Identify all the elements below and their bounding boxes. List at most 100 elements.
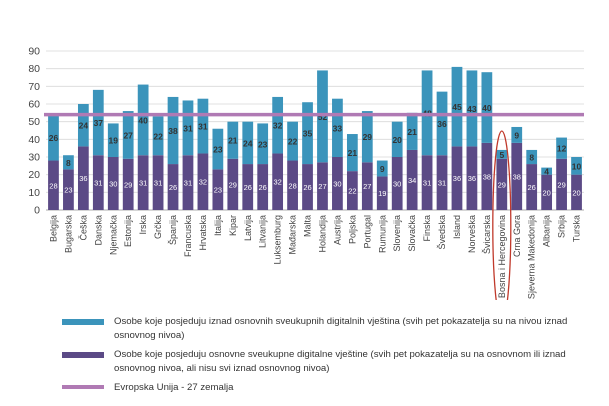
bar-segment-above-basic bbox=[63, 155, 74, 170]
data-label-basic: 20 bbox=[542, 188, 550, 197]
bar-segment-above-basic bbox=[391, 121, 403, 157]
data-label-basic: 29 bbox=[229, 180, 237, 189]
bar-segment-basic bbox=[122, 158, 134, 210]
data-label-above-basic: 45 bbox=[452, 102, 462, 112]
category-label: Austrija bbox=[332, 215, 342, 245]
bar-segment-basic bbox=[137, 155, 149, 210]
data-label-basic: 23 bbox=[64, 186, 72, 195]
y-tick-label: 0 bbox=[34, 205, 40, 217]
category-label: Italija bbox=[213, 215, 223, 236]
bar-segment-basic bbox=[332, 157, 343, 210]
data-label-above-basic: 8 bbox=[66, 158, 71, 168]
data-label-above-basic: 26 bbox=[49, 133, 59, 143]
data-label-above-basic: 31 bbox=[198, 122, 208, 132]
data-label-basic: 19 bbox=[378, 189, 386, 198]
category-label: Portugal bbox=[362, 215, 372, 249]
data-label-basic: 26 bbox=[528, 183, 536, 192]
y-tick-label: 30 bbox=[28, 152, 40, 164]
data-label-basic: 29 bbox=[498, 180, 506, 189]
bar-segment-basic bbox=[317, 162, 328, 210]
data-label-basic: 30 bbox=[393, 180, 401, 189]
category-label: Francuska bbox=[183, 215, 193, 257]
bar-segment-basic bbox=[197, 153, 209, 210]
data-label-basic: 31 bbox=[423, 179, 431, 188]
data-label-basic: 30 bbox=[109, 180, 117, 189]
bar-segment-basic bbox=[152, 155, 164, 210]
bar-segment-basic bbox=[107, 157, 119, 210]
data-label-above-basic: 20 bbox=[392, 135, 402, 145]
category-label: Hrvatska bbox=[198, 215, 208, 251]
bar-segment-above-basic bbox=[212, 128, 224, 170]
data-label-basic: 32 bbox=[199, 178, 207, 187]
category-label: Poljska bbox=[347, 215, 357, 244]
category-label: Irska bbox=[138, 215, 148, 235]
highlight-ellipse bbox=[492, 130, 512, 300]
data-label-basic: 27 bbox=[318, 182, 326, 191]
bar-segment-basic bbox=[421, 155, 433, 210]
data-label-above-basic: 5 bbox=[499, 150, 504, 160]
bar-segment-basic bbox=[48, 160, 59, 210]
bar-segment-above-basic bbox=[361, 111, 373, 163]
data-label-above-basic: 31 bbox=[183, 123, 193, 133]
data-label-above-basic: 52 bbox=[318, 112, 328, 122]
data-label-basic: 28 bbox=[49, 181, 57, 190]
data-label-above-basic: 22 bbox=[288, 137, 298, 147]
bar-segment-basic bbox=[481, 142, 493, 210]
bar-segment-basic bbox=[511, 142, 523, 210]
category-label: Crna Gora bbox=[512, 215, 522, 257]
bar-segment-basic bbox=[227, 158, 239, 210]
category-label: Bosna i Hercegovina bbox=[497, 215, 507, 298]
bar-segment-basic bbox=[496, 158, 508, 210]
bar-segment-above-basic bbox=[92, 89, 104, 156]
data-label-basic: 23 bbox=[214, 186, 222, 195]
bar-segment-basic bbox=[77, 146, 89, 210]
data-label-above-basic: 24 bbox=[243, 138, 253, 148]
legend-label-above-basic: Osobe koje posjeduju iznad osnovnih sveu… bbox=[114, 316, 568, 341]
data-label-above-basic: 21 bbox=[407, 127, 417, 137]
category-label: Bugarska bbox=[63, 215, 73, 253]
category-label: Češka bbox=[78, 215, 88, 241]
data-label-above-basic: 21 bbox=[348, 148, 358, 158]
bar-segment-basic bbox=[526, 164, 538, 210]
data-label-basic: 38 bbox=[513, 172, 521, 181]
bar-segment-basic bbox=[376, 176, 388, 210]
data-label-above-basic: 24 bbox=[79, 121, 89, 131]
data-label-above-basic: 27 bbox=[123, 130, 133, 140]
data-label-basic: 36 bbox=[468, 174, 476, 183]
data-label-above-basic: 38 bbox=[168, 126, 178, 136]
bar-segment-basic bbox=[257, 164, 269, 210]
data-label-basic: 27 bbox=[363, 182, 371, 191]
bar-segment-basic bbox=[182, 155, 194, 210]
data-label-above-basic: 10 bbox=[572, 161, 582, 171]
bar-segment-above-basic bbox=[481, 72, 493, 143]
data-label-above-basic: 40 bbox=[482, 103, 492, 113]
bar-segment-above-basic bbox=[571, 157, 582, 175]
data-label-above-basic: 9 bbox=[514, 130, 519, 140]
category-label: Turska bbox=[572, 215, 582, 242]
data-label-basic: 32 bbox=[273, 178, 281, 187]
category-label: Island bbox=[452, 215, 462, 239]
stacked-bar-chart: 0 10 20 30 40 50 60 70 80 90 28 26 Belgija 23 8 Bugarsk… bbox=[28, 46, 584, 300]
bar-segment-above-basic bbox=[436, 91, 448, 156]
bar-segment-basic bbox=[242, 164, 254, 210]
legend-label-eu27: Evropska Unija - 27 zemalja bbox=[114, 382, 234, 393]
category-label: Mađarska bbox=[288, 215, 298, 255]
bar-segment-above-basic bbox=[272, 96, 284, 154]
legend-swatch-eu27 bbox=[62, 385, 104, 389]
data-label-basic: 38 bbox=[483, 172, 491, 181]
y-tick-label: 50 bbox=[28, 116, 40, 128]
data-label-above-basic: 40 bbox=[138, 115, 148, 125]
data-label-basic: 29 bbox=[124, 180, 132, 189]
bar-segment-basic bbox=[571, 174, 582, 210]
category-label: Litvanija bbox=[258, 215, 268, 248]
data-label-above-basic: 9 bbox=[380, 164, 385, 174]
data-label-above-basic: 33 bbox=[333, 123, 343, 133]
data-label-basic: 36 bbox=[79, 174, 87, 183]
data-label-above-basic: 32 bbox=[273, 121, 283, 131]
category-label: Finska bbox=[422, 215, 432, 242]
data-label-above-basic: 23 bbox=[258, 139, 268, 149]
bar-segment-above-basic bbox=[451, 66, 463, 147]
data-label-basic: 31 bbox=[139, 179, 147, 188]
bar-segment-above-basic bbox=[332, 98, 343, 157]
bar-segment-above-basic bbox=[167, 96, 179, 165]
